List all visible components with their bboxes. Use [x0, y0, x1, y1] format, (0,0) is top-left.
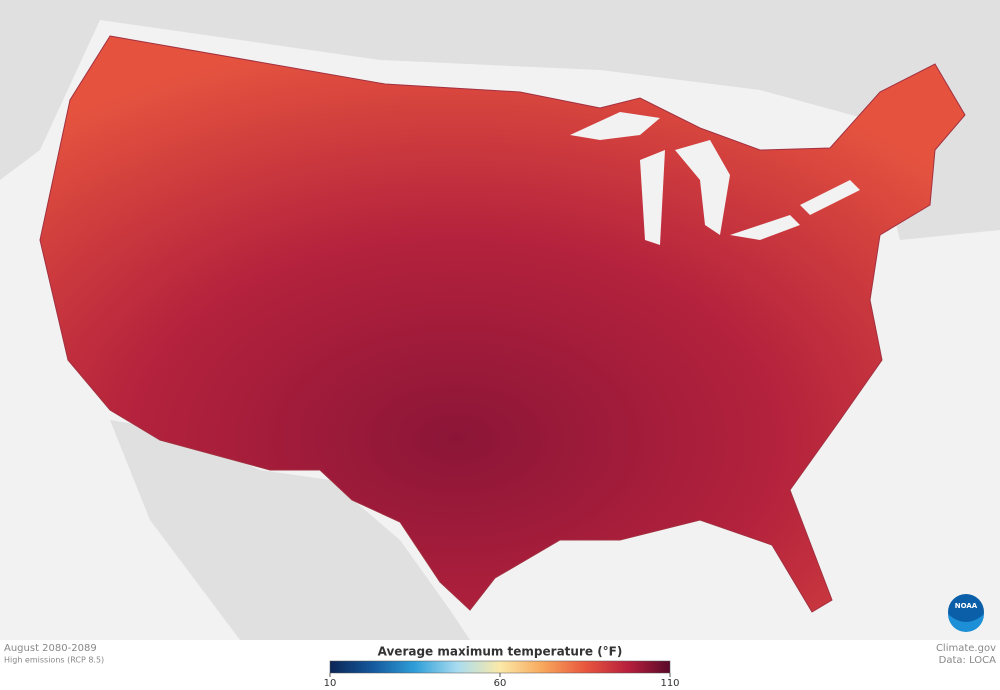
great-lakes: [570, 112, 860, 245]
period: August 2080-2089: [4, 643, 97, 654]
colorbar: [329, 660, 671, 674]
source: Climate.gov: [936, 643, 996, 654]
land-south: [110, 420, 470, 640]
tick-label: 60: [494, 678, 507, 689]
tick-label: 110: [660, 678, 679, 689]
noaa-logo-wave: [948, 614, 984, 632]
logo-text: NOAA: [955, 602, 978, 610]
scenario: High emissions (RCP 8.5): [4, 656, 104, 665]
colorbar-title: Average maximum temperature (°F): [378, 645, 623, 659]
data-credit: Data: LOCA: [939, 655, 996, 666]
land-north: [0, 0, 1000, 240]
conus-temperature: [39, 35, 966, 613]
tick-label: 10: [324, 678, 337, 689]
